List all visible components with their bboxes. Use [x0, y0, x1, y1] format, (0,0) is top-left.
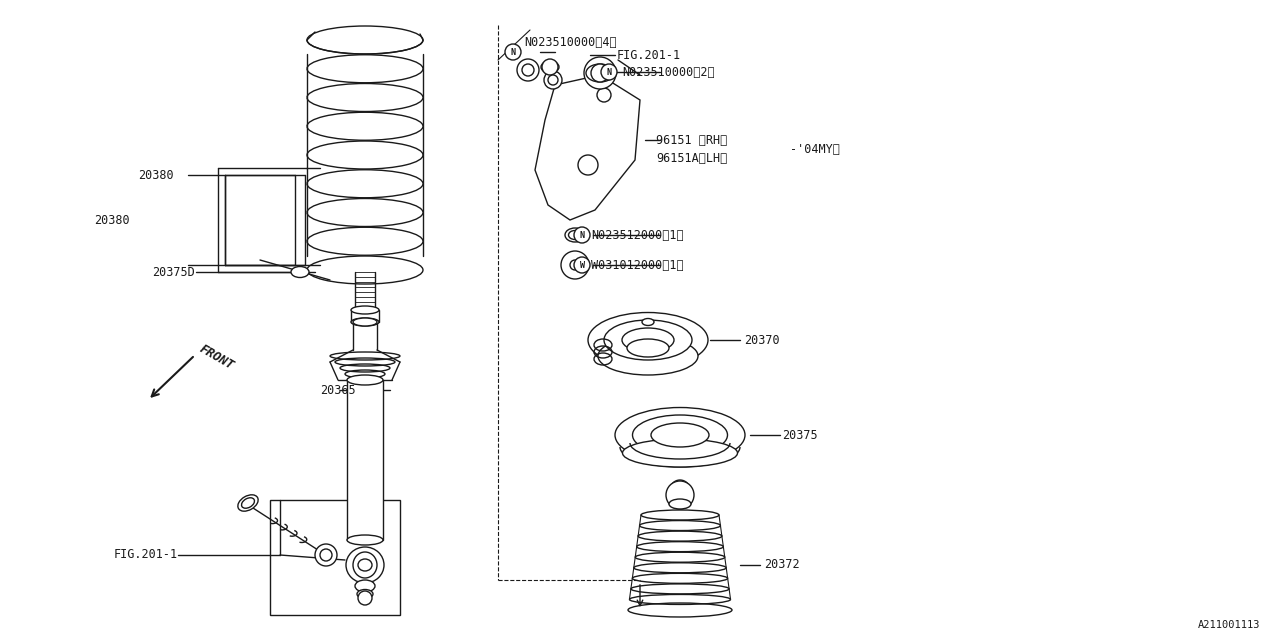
Text: N: N: [580, 230, 585, 239]
Ellipse shape: [353, 552, 378, 578]
Text: 20375D: 20375D: [152, 266, 195, 278]
Circle shape: [541, 59, 558, 75]
Text: 20380: 20380: [95, 214, 131, 227]
Ellipse shape: [586, 64, 614, 82]
Ellipse shape: [604, 320, 692, 360]
Ellipse shape: [652, 423, 709, 447]
Ellipse shape: [353, 318, 378, 326]
Text: 96151A＼LH＾: 96151A＼LH＾: [657, 152, 727, 164]
Text: 96151 ＼RH＾: 96151 ＼RH＾: [657, 134, 727, 147]
Ellipse shape: [358, 559, 372, 571]
Text: FIG.201-1: FIG.201-1: [617, 49, 681, 61]
Text: N: N: [511, 47, 516, 56]
Ellipse shape: [357, 589, 372, 598]
Text: N023510000（2）: N023510000（2）: [622, 65, 714, 79]
Ellipse shape: [564, 228, 585, 242]
Circle shape: [544, 71, 562, 89]
Text: 20375: 20375: [782, 429, 818, 442]
Bar: [347, 380, 383, 540]
Text: 20365: 20365: [320, 383, 356, 397]
Ellipse shape: [347, 375, 383, 385]
Text: 20372: 20372: [764, 559, 800, 572]
Ellipse shape: [347, 535, 383, 545]
Circle shape: [522, 64, 534, 76]
Circle shape: [561, 251, 589, 279]
Circle shape: [666, 481, 694, 509]
Ellipse shape: [346, 547, 384, 583]
Ellipse shape: [242, 498, 255, 508]
Circle shape: [573, 257, 590, 273]
Ellipse shape: [622, 328, 675, 352]
Polygon shape: [535, 75, 640, 220]
Text: N023512000（1）: N023512000（1）: [591, 228, 684, 241]
Ellipse shape: [355, 580, 375, 592]
Circle shape: [584, 57, 616, 89]
Text: A211001113: A211001113: [1198, 620, 1260, 630]
Ellipse shape: [291, 266, 308, 278]
Ellipse shape: [598, 337, 698, 375]
Ellipse shape: [632, 415, 727, 455]
Ellipse shape: [627, 339, 669, 357]
Circle shape: [669, 480, 690, 500]
Circle shape: [548, 75, 558, 85]
Circle shape: [506, 44, 521, 60]
Ellipse shape: [622, 439, 737, 467]
Text: -'04MY）: -'04MY）: [790, 143, 840, 156]
Circle shape: [517, 59, 539, 81]
Circle shape: [573, 227, 590, 243]
Text: FRONT: FRONT: [197, 342, 236, 372]
Ellipse shape: [614, 408, 745, 463]
Circle shape: [579, 155, 598, 175]
Ellipse shape: [238, 495, 259, 511]
Circle shape: [591, 64, 609, 82]
Text: W031012000（1）: W031012000（1）: [591, 259, 684, 271]
Ellipse shape: [351, 306, 379, 314]
Circle shape: [596, 88, 611, 102]
Text: 20370: 20370: [744, 333, 780, 346]
Bar: [270, 500, 401, 615]
Circle shape: [602, 64, 617, 80]
Circle shape: [358, 591, 372, 605]
Circle shape: [320, 549, 332, 561]
Text: 20380: 20380: [138, 168, 174, 182]
Ellipse shape: [588, 312, 708, 367]
Ellipse shape: [351, 318, 379, 326]
Text: N023510000（4）: N023510000（4）: [524, 35, 617, 49]
Ellipse shape: [643, 319, 654, 326]
Circle shape: [570, 260, 580, 270]
Text: FIG.201-1: FIG.201-1: [114, 548, 178, 561]
Ellipse shape: [669, 499, 691, 509]
Circle shape: [315, 544, 337, 566]
Ellipse shape: [541, 61, 559, 73]
Text: W: W: [580, 260, 585, 269]
Text: N: N: [607, 67, 612, 77]
Ellipse shape: [568, 230, 581, 239]
Ellipse shape: [628, 603, 732, 617]
